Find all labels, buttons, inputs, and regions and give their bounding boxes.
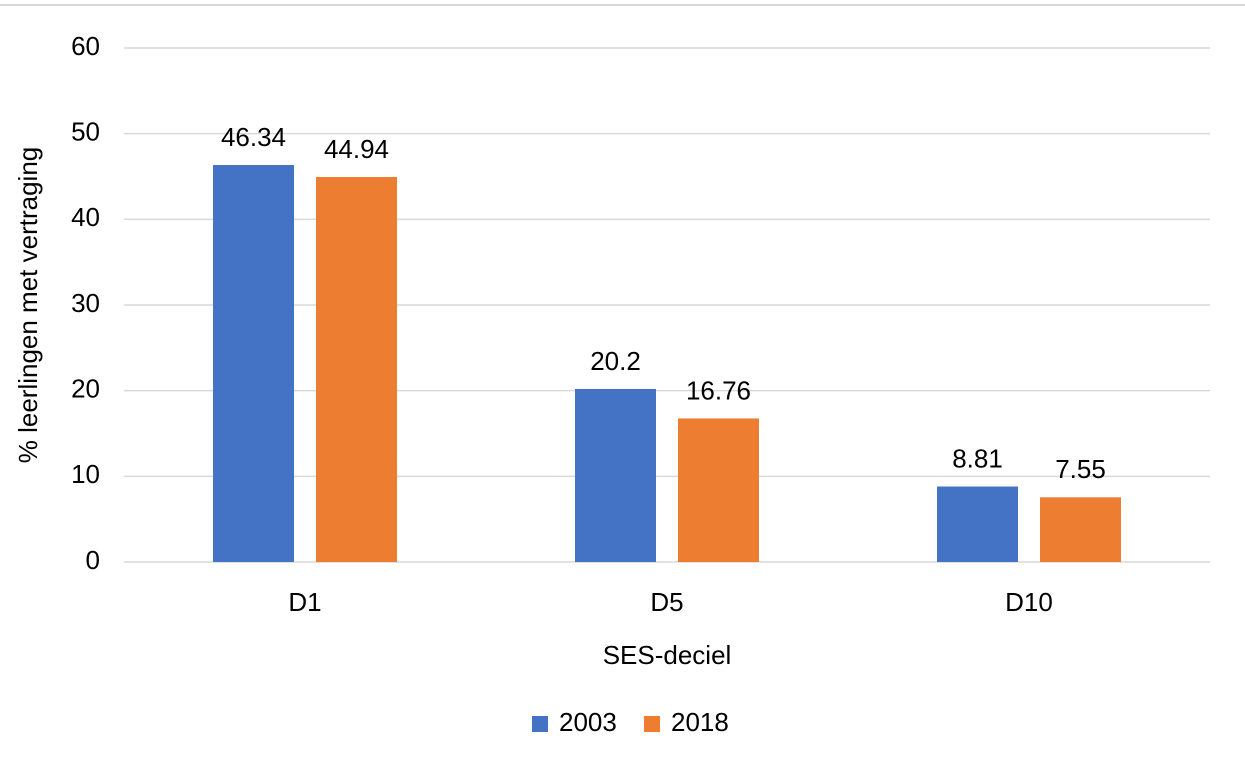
x-tick-label: D5	[650, 587, 683, 617]
bar	[937, 486, 1018, 562]
bar	[678, 418, 759, 562]
y-tick-label: 0	[86, 545, 100, 575]
data-label: 16.76	[686, 375, 751, 405]
y-tick-label: 40	[71, 202, 100, 232]
bar	[1040, 497, 1121, 562]
data-label: 44.94	[324, 134, 389, 164]
bar	[316, 177, 397, 562]
bar	[213, 165, 294, 562]
bar	[575, 388, 656, 562]
y-tick-label: 60	[71, 31, 100, 61]
data-label: 20.2	[590, 346, 641, 376]
y-tick-label: 20	[71, 374, 100, 404]
data-label: 7.55	[1055, 454, 1106, 484]
x-tick-label: D10	[1005, 587, 1053, 617]
data-label: 46.34	[221, 122, 286, 152]
x-axis-title: SES-deciel	[603, 640, 732, 670]
y-tick-label: 10	[71, 459, 100, 489]
y-tick-label: 50	[71, 117, 100, 147]
legend-label: 2003	[559, 707, 617, 737]
y-axis-title: % leerlingen met vertraging	[13, 147, 43, 464]
y-tick-label: 30	[71, 288, 100, 318]
x-tick-label: D1	[288, 587, 321, 617]
legend-label: 2018	[671, 707, 729, 737]
legend-swatch	[532, 716, 548, 732]
legend-swatch	[644, 716, 660, 732]
data-label: 8.81	[952, 443, 1003, 473]
